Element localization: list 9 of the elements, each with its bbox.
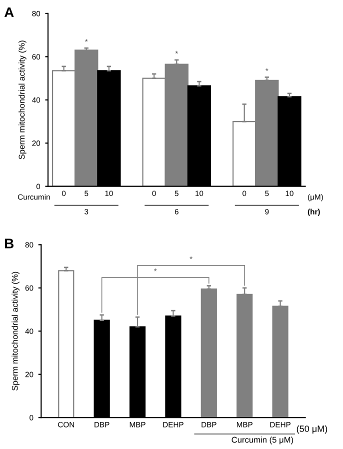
bar [200,288,217,418]
chart-title: B [5,238,14,248]
y-axis-title: Sperm mitochondrial activity (%) [18,40,26,160]
y-axis-title: Sperm mitochondrial activity (%) [12,272,20,390]
text: (50 μM) [296,425,328,434]
bar [272,306,288,418]
text: Curcumin (5 μM) [232,436,294,444]
bar [58,270,74,418]
chart-title: A [4,8,14,18]
